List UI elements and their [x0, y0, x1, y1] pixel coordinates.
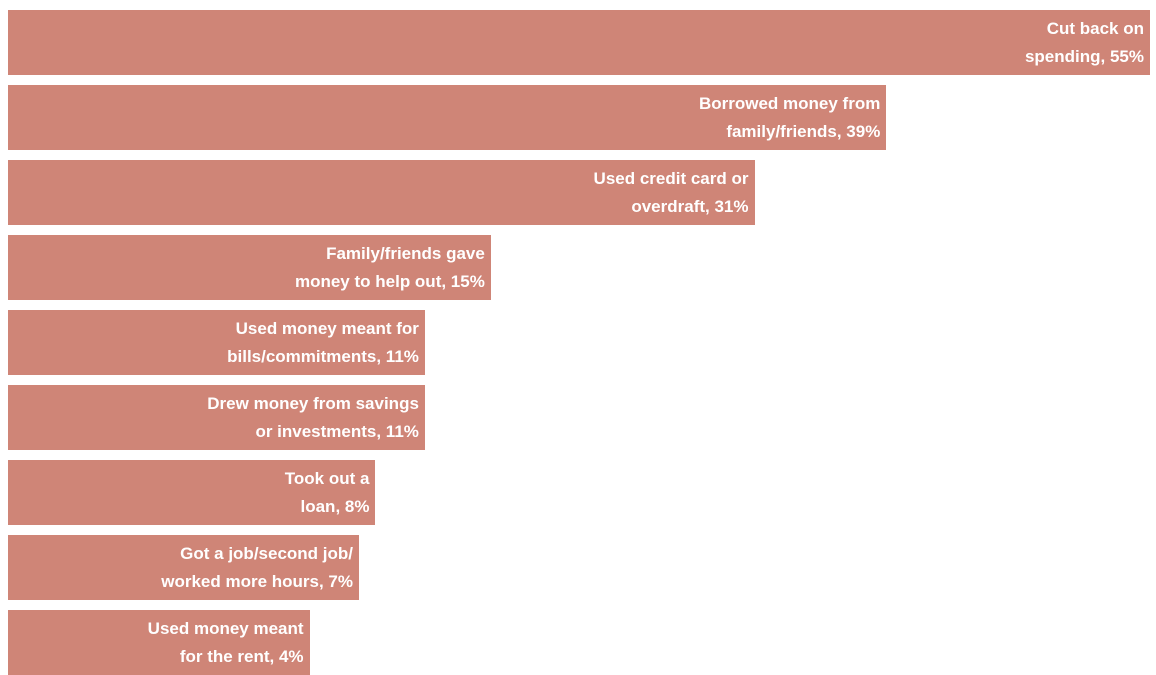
bar-label: Used credit card or overdraft, 31% — [593, 168, 749, 216]
bar-label: Borrowed money from family/friends, 39% — [698, 93, 881, 141]
bar-label: Cut back on spending, 55% — [1024, 18, 1144, 66]
bar: Used money meant for bills/commitments, … — [8, 310, 425, 375]
bar: Used money meant for the rent, 4% — [8, 610, 310, 675]
bar: Drew money from savings or investments, … — [8, 385, 425, 450]
bar: Cut back on spending, 55% — [8, 10, 1150, 75]
bar-label: Used money meant for the rent, 4% — [147, 618, 304, 666]
bar-label: Got a job/second job/ worked more hours,… — [161, 543, 353, 591]
bar: Borrowed money from family/friends, 39% — [8, 85, 887, 150]
bar: Family/friends gave money to help out, 1… — [8, 235, 491, 300]
bar-label: Used money meant for bills/commitments, … — [227, 318, 419, 366]
bar-label: Drew money from savings or investments, … — [207, 393, 419, 441]
bar-label: Took out a loan, 8% — [284, 468, 370, 516]
bar: Used credit card or overdraft, 31% — [8, 160, 755, 225]
bar-label: Family/friends gave money to help out, 1… — [294, 243, 485, 291]
bar: Got a job/second job/ worked more hours,… — [8, 535, 359, 600]
bar: Took out a loan, 8% — [8, 460, 376, 525]
